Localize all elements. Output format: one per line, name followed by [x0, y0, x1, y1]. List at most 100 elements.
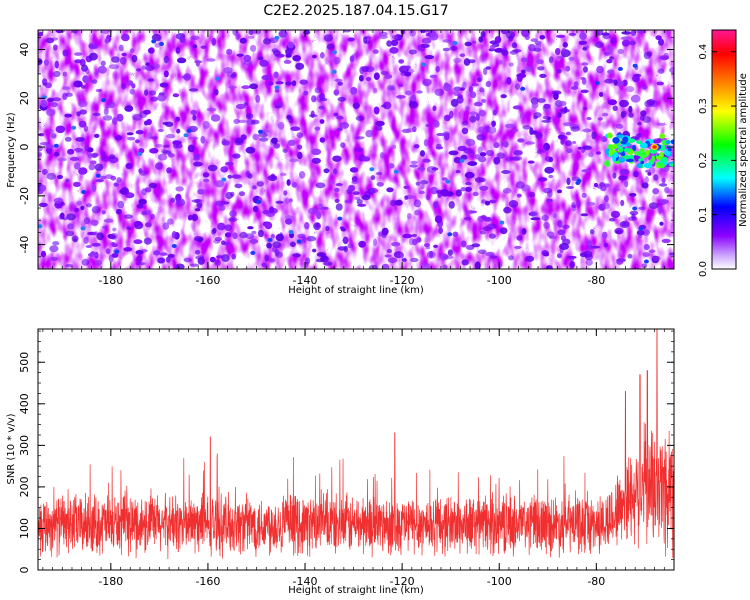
spectrogram-cell: [58, 214, 64, 220]
spectrogram-cell: [560, 138, 565, 145]
spectrogram-cell: [288, 198, 293, 203]
spectrogram-cell: [214, 259, 221, 266]
spectrogram-cell: [471, 40, 477, 44]
spectrogram-cell: [53, 151, 60, 157]
spectrogram-cell: [278, 30, 288, 38]
spectrogram-cell: [417, 44, 426, 52]
spectrogram-cell: [319, 52, 325, 59]
spectrogram-cell: [558, 100, 567, 107]
spectrogram-cell: [306, 235, 317, 242]
spectrogram-cell: [165, 256, 171, 263]
spectrogram-y-tick-label: -20: [18, 187, 31, 205]
spectrogram-cell: [410, 94, 417, 102]
spectrogram-hot-cell: [643, 162, 652, 169]
spectrogram-cell: [459, 158, 465, 163]
spectrogram-cell: [118, 44, 124, 52]
spectrogram-cell: [386, 187, 394, 193]
spectrogram-cell: [527, 160, 535, 164]
spectrogram-cell: [408, 49, 417, 55]
spectrogram-cell: [127, 136, 136, 141]
spectrogram-cell: [126, 226, 132, 230]
spectrogram-cell: [93, 133, 100, 138]
spectrogram-cell: [110, 175, 117, 181]
spectrogram-cell: [145, 62, 151, 67]
spectrogram-cell: [511, 42, 518, 49]
spectrogram-cell: [555, 34, 566, 39]
snr-y-tick-label: 100: [18, 518, 31, 539]
chart-title: C2E2.2025.187.04.15.G17: [263, 3, 448, 19]
spectrogram-cell: [203, 178, 210, 183]
spectrogram-cell: [381, 104, 387, 108]
spectrogram-cell: [528, 191, 536, 198]
spectrogram-cell: [643, 51, 652, 60]
spectrogram-cell: [647, 172, 652, 176]
spectrogram-cell: [258, 129, 263, 134]
spectrogram-cell: [194, 249, 201, 255]
spectrogram-cell: [491, 120, 496, 127]
spectrogram-cell: [488, 126, 497, 134]
spectrogram-cell: [502, 187, 512, 194]
spectrogram-cell: [221, 240, 226, 245]
spectrogram-cell: [38, 133, 45, 137]
spectrogram-cell: [669, 66, 674, 74]
spectrogram-cell: [522, 125, 532, 130]
spectrogram-cell: [571, 205, 576, 212]
spectrogram-cell: [375, 120, 385, 127]
spectrogram-cell: [453, 90, 460, 96]
spectrogram-cell: [632, 63, 638, 68]
snr-x-axis: -180 -160 -140 -120 -100 -80: [42, 329, 675, 588]
spectrogram-cell: [435, 65, 440, 73]
spectrogram-cell: [215, 76, 221, 81]
spectrogram-cell: [529, 210, 539, 218]
spectrogram-cell: [206, 58, 216, 62]
spectrogram-cell: [297, 144, 303, 150]
spectrogram-cell: [43, 59, 50, 66]
spectrogram-cell: [349, 167, 359, 173]
spectrogram-cell: [638, 206, 646, 210]
spectrogram-cell: [369, 187, 379, 194]
spectrogram-cell: [103, 108, 109, 116]
spectrogram-x-tick-label: -100: [487, 274, 512, 287]
spectrogram-cell: [621, 31, 632, 35]
spectrogram-cell: [620, 199, 625, 207]
spectrogram-cell: [145, 222, 152, 228]
spectrogram-y-tick-label: 20: [18, 91, 31, 105]
spectrogram-cell: [74, 147, 84, 152]
snr-x-label: Height of straight line (km): [288, 585, 424, 596]
spectrogram-cell: [370, 175, 376, 181]
spectrogram-cell: [167, 253, 175, 258]
spectrogram-cell: [150, 136, 158, 140]
spectrogram-cell: [601, 202, 611, 210]
spectrogram-cell: [69, 156, 80, 161]
spectrogram-cell: [386, 84, 396, 92]
spectrogram-cell: [116, 208, 122, 215]
spectrogram-cell: [150, 213, 156, 220]
spectrogram-cell: [159, 252, 168, 256]
spectrogram-cell: [617, 48, 625, 55]
spectrogram-cell: [575, 181, 581, 185]
spectrogram-cell: [86, 203, 92, 208]
spectrogram-cell: [567, 255, 577, 259]
spectrogram-cell: [148, 182, 157, 189]
spectrogram-cell: [141, 65, 147, 70]
spectrogram-cell: [479, 185, 489, 191]
spectrogram-x-tick-label: -180: [98, 274, 123, 287]
spectrogram-cell: [100, 175, 107, 180]
spectrogram-cell: [197, 237, 203, 243]
spectrogram-cell: [556, 253, 562, 259]
spectrogram-cell: [457, 94, 463, 99]
spectrogram-cell: [515, 181, 525, 189]
spectrogram-cell: [661, 238, 671, 244]
spectrogram-cell: [421, 37, 432, 44]
spectrogram-hot-cell: [627, 138, 636, 143]
spectrogram-cell: [162, 222, 170, 230]
spectrogram-cell: [316, 252, 327, 257]
spectrogram-cell: [38, 152, 43, 157]
spectrogram-x-tick-label: -160: [195, 274, 220, 287]
spectrogram-cell: [157, 257, 166, 264]
spectrogram-cell: [455, 169, 461, 174]
spectrogram-cell: [417, 166, 426, 171]
spectrogram-hot-cell: [659, 133, 665, 139]
spectrogram-cell: [453, 57, 462, 64]
spectrogram-cell: [304, 222, 310, 230]
